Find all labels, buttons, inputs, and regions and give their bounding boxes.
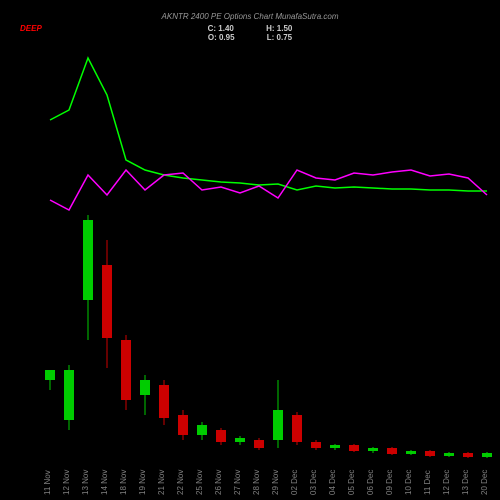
candle-body xyxy=(140,380,150,395)
x-axis-label: 27 Nov xyxy=(233,470,242,495)
x-axis-label: 25 Nov xyxy=(195,470,204,495)
x-axis-label: 11 Nov xyxy=(43,470,52,495)
candle-body xyxy=(178,415,188,435)
ohlc-low: L: 0.75 xyxy=(267,33,292,42)
candle-body xyxy=(368,448,378,451)
candle-body xyxy=(254,440,264,448)
candle-body xyxy=(463,453,473,457)
x-axis-label: 13 Dec xyxy=(461,470,470,495)
x-axis-label: 22 Nov xyxy=(176,470,185,495)
chart-svg: 11 Nov 12 Nov 13 Nov 14 Nov 18 Nov 19 Nov 21 N… xyxy=(0,0,500,500)
x-axis-label: 19 Nov xyxy=(138,470,147,495)
candle-body xyxy=(387,448,397,454)
x-axis-label: 04 Dec xyxy=(328,470,337,495)
x-axis-label: 28 Nov xyxy=(252,470,261,495)
candle-body xyxy=(235,438,245,442)
x-axis-label: 14 Nov xyxy=(100,470,109,495)
x-axis-label: 29 Nov xyxy=(271,470,280,495)
candle-body xyxy=(45,370,55,380)
x-axis-label: 12 Dec xyxy=(442,470,451,495)
candle-body xyxy=(102,265,112,338)
candle-body xyxy=(83,220,93,300)
x-axis-label: 13 Nov xyxy=(81,470,90,495)
candle-body xyxy=(406,451,416,454)
ohlc-close: C: 1.40 xyxy=(208,24,234,33)
x-axis-label: 18 Nov xyxy=(119,470,128,495)
chart-title: AKNTR 2400 PE Options Chart MunafaSutra.… xyxy=(0,12,500,21)
ohlc-high: H: 1.50 xyxy=(266,24,292,33)
candle-body xyxy=(482,453,492,457)
candle-body xyxy=(311,442,321,448)
ohlc-open: O: 0.95 xyxy=(208,33,235,42)
candle-body xyxy=(197,425,207,435)
x-axis-label: 10 Dec xyxy=(404,470,413,495)
candle-body xyxy=(444,453,454,456)
indicator-green xyxy=(50,58,487,191)
candle-body xyxy=(159,385,169,418)
x-axis-label: 11 Dec xyxy=(423,470,432,495)
x-axis-label: 02 Dec xyxy=(290,470,299,495)
x-axis-label: 06 Dec xyxy=(366,470,375,495)
candle-body xyxy=(121,340,131,400)
candle-body xyxy=(64,370,74,420)
candle-body xyxy=(292,415,302,442)
x-axis-label: 09 Dec xyxy=(385,470,394,495)
x-axis-label: 21 Nov xyxy=(157,470,166,495)
x-axis-label: 12 Nov xyxy=(62,470,71,495)
candle-body xyxy=(349,445,359,451)
ohlc-block: C: 1.40 H: 1.50 O: 0.95 L: 0.75 xyxy=(0,24,500,42)
x-axis-label: 26 Nov xyxy=(214,470,223,495)
x-axis-label: 05 Dec xyxy=(347,470,356,495)
candle-body xyxy=(216,430,226,442)
candle-body xyxy=(425,451,435,456)
x-axis-label: 03 Dec xyxy=(309,470,318,495)
chart-container: DEEP AKNTR 2400 PE Options Chart MunafaS… xyxy=(0,0,500,500)
candle-body xyxy=(273,410,283,440)
x-axis-label: 20 Dec xyxy=(480,470,489,495)
candle-body xyxy=(330,445,340,448)
